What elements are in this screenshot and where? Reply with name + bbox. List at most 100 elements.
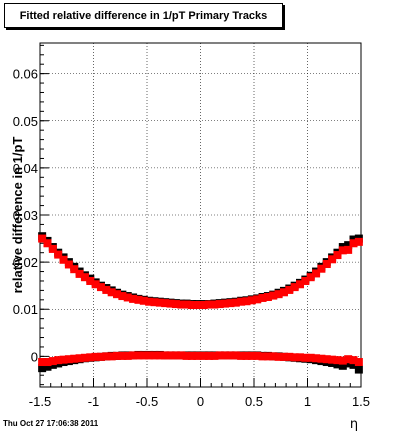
data-point — [354, 237, 363, 246]
data-point — [38, 364, 47, 373]
data-point — [139, 351, 148, 360]
data-point — [306, 353, 315, 362]
data-point — [64, 260, 73, 269]
data-point — [333, 356, 342, 365]
data-point — [285, 352, 294, 361]
data-point — [75, 354, 84, 363]
data-point — [145, 351, 154, 360]
data-point — [205, 351, 214, 360]
data-point — [155, 351, 164, 360]
data-point — [199, 351, 208, 360]
data-point — [171, 300, 180, 309]
data-point — [333, 251, 342, 260]
data-point — [226, 299, 235, 308]
data-point — [102, 285, 111, 294]
data-point — [150, 298, 159, 307]
data-point — [210, 351, 219, 360]
data-point — [354, 365, 363, 374]
data-point — [48, 357, 57, 366]
data-point — [205, 300, 214, 309]
data-point — [301, 353, 310, 362]
data-point — [118, 351, 127, 360]
data-point — [328, 355, 337, 364]
data-point — [322, 355, 331, 364]
data-point — [118, 292, 127, 301]
data-point — [344, 241, 353, 250]
data-point — [269, 352, 278, 361]
data-point — [139, 296, 148, 305]
x-tick-label: -1 — [88, 394, 100, 409]
y-axis-label: relative difference in 1/pT — [10, 137, 25, 294]
data-point — [150, 351, 159, 360]
data-point — [285, 285, 294, 294]
data-point — [80, 273, 89, 282]
y-tick-label: 0.06 — [13, 67, 38, 82]
data-point — [258, 352, 267, 361]
data-point — [59, 255, 68, 264]
axis-ticks — [39, 44, 362, 387]
data-point — [193, 301, 202, 310]
data-point — [48, 244, 57, 253]
x-tick-label: 1 — [304, 394, 311, 409]
data-point — [182, 300, 191, 309]
y-tick-label: 0.04 — [13, 161, 38, 176]
data-point — [338, 361, 347, 370]
data-point — [70, 354, 79, 363]
data-point — [312, 354, 321, 363]
data-point — [145, 297, 154, 306]
data-point — [328, 255, 337, 264]
data-point — [96, 283, 105, 292]
data-point — [237, 297, 246, 306]
data-point — [59, 355, 68, 364]
data-point — [86, 353, 95, 362]
y-tick-label: 0.03 — [13, 208, 38, 223]
data-point — [75, 269, 84, 278]
data-point — [290, 283, 299, 292]
data-point — [107, 352, 116, 361]
x-tick-label: 0.5 — [245, 394, 263, 409]
data-point — [301, 276, 310, 285]
data-point — [64, 355, 73, 364]
data-point — [215, 300, 224, 309]
data-point — [269, 291, 278, 300]
data-point — [349, 360, 358, 369]
data-point — [187, 351, 196, 360]
data-point — [182, 351, 191, 360]
data-point — [96, 352, 105, 361]
data-point — [344, 359, 353, 368]
data-point — [91, 280, 100, 289]
data-point — [43, 362, 52, 371]
data-point — [247, 296, 256, 305]
data-point — [317, 264, 326, 273]
data-point — [296, 353, 305, 362]
x-axis-label: η — [350, 417, 358, 432]
data-point — [134, 351, 143, 360]
data-point — [306, 273, 315, 282]
data-point — [344, 245, 353, 254]
data-point — [177, 351, 186, 360]
data-point — [258, 293, 267, 302]
data-point — [279, 352, 288, 361]
data-point — [102, 352, 111, 361]
data-point — [242, 351, 251, 360]
data-point — [290, 353, 299, 362]
data-point — [338, 356, 347, 365]
data-point — [312, 269, 321, 278]
data-point — [155, 298, 164, 307]
data-point — [161, 299, 170, 308]
x-tick-label: 0 — [197, 394, 204, 409]
data-point — [237, 351, 246, 360]
data-point — [317, 354, 326, 363]
data-point — [231, 298, 240, 307]
data-point — [166, 351, 175, 360]
data-point — [263, 352, 272, 361]
tick-labels: -1.5 -1 -0.5 0 0.5 1 1.5 0 0.01 0.02 0.03 0.04 0.05 0… — [13, 67, 370, 409]
data-point — [134, 295, 143, 304]
data-point — [38, 234, 47, 243]
data-point — [338, 246, 347, 255]
data-points — [38, 232, 363, 374]
data-point — [333, 360, 342, 369]
data-point — [279, 288, 288, 297]
data-point — [187, 301, 196, 310]
data-point — [354, 358, 363, 367]
